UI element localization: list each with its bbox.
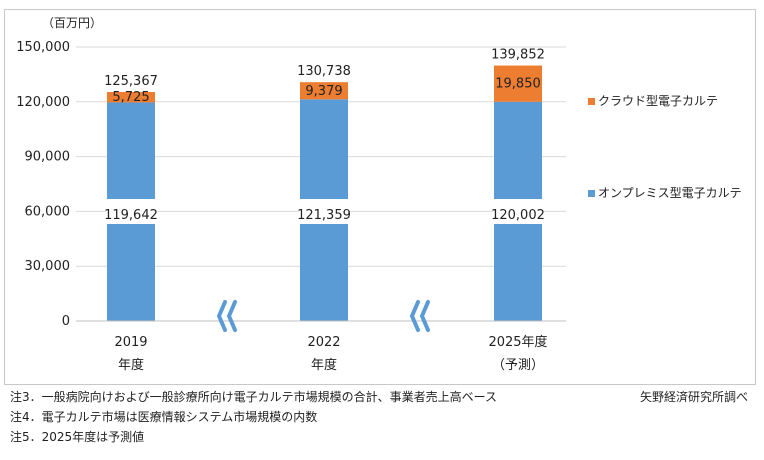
data-label-cloud: 9,379 [305,84,342,99]
x-tick-label-sub: （予測） [492,358,544,373]
source-credit: 矢野経済研究所調べ [639,390,748,404]
axis-break-gap [106,199,156,224]
note-5: 注5．2025年度は予測値 [10,430,145,444]
y-unit-label: （百万円） [42,16,102,30]
legend-swatch [588,98,595,105]
x-tick-label-sub: 年度 [118,357,144,373]
x-tick-label: 2025年度 [488,334,547,350]
y-tick-label: 150,000 [16,40,70,55]
note-3: 注3．一般病院向けおよび一般診療所向け電子カルテ市場規模の合計、事業者売上高ベー… [10,390,498,404]
x-tick-label: 2019 [114,335,147,350]
data-label-cloud: 19,850 [495,77,541,92]
data-label-onpremise: 119,642 [104,208,158,223]
axis-break-icon [409,300,420,332]
data-label-onpremise: 120,002 [491,208,545,223]
data-label-total: 139,852 [491,48,545,63]
legend-label: オンプレミス型電子カルテ [598,186,742,200]
y-tick-label: 0 [62,314,70,329]
axis-break-gap [493,199,543,224]
x-tick-label-sub: 年度 [311,357,337,373]
bar-cloud [300,82,348,100]
data-label-total: 130,738 [297,64,351,79]
axis-break-icon [419,300,430,332]
axis-break-icon [216,300,227,332]
data-label-cloud: 5,725 [112,90,149,105]
axis-break-icon [226,300,237,332]
x-tick-label: 2022 [307,335,340,350]
y-tick-label: 60,000 [25,204,71,219]
y-tick-label: 90,000 [25,150,71,165]
axis-break-gap [299,199,349,224]
legend-label: クラウド型電子カルテ [598,94,718,108]
data-label-total: 125,367 [104,74,158,89]
bar-cloud [107,91,155,103]
y-tick-label: 30,000 [25,259,71,274]
data-label-onpremise: 121,359 [297,208,351,223]
legend-swatch [588,190,595,197]
bar-cloud [494,65,542,102]
note-4: 注4．電子カルテ市場は医療情報システム市場規模の内数 [10,410,318,424]
y-tick-label: 120,000 [16,95,70,110]
